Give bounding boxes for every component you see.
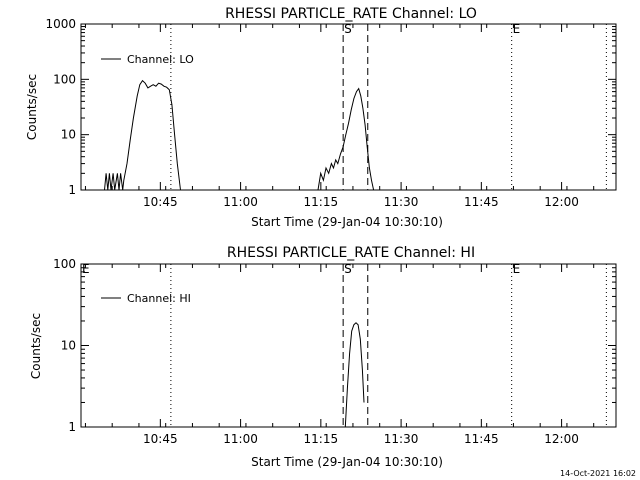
- lo-x-tick-label: 11:45: [464, 195, 499, 209]
- lo-marker-label: E: [513, 22, 521, 36]
- hi-x-tick-label: 11:45: [464, 432, 499, 446]
- hi-plot-frame: [80, 263, 617, 428]
- lo-x-tick-label: 12:00: [544, 195, 579, 209]
- hi-legend-label: Channel: HI: [127, 292, 191, 305]
- timestamp-stamp: 14-Oct-2021 16:02: [560, 469, 636, 478]
- hi-series-line: [344, 322, 365, 428]
- hi-y-tick-label: 10: [61, 339, 76, 353]
- lo-marker-label: S: [344, 22, 352, 36]
- lo-series-line: [317, 87, 375, 191]
- lo-y-axis-label: Counts/sec: [25, 74, 39, 140]
- hi-x-tick-label: 11:30: [384, 432, 419, 446]
- lo-x-tick-label: 11:00: [223, 195, 258, 209]
- lo-x-axis-label: Start Time (29-Jan-04 10:30:10): [251, 215, 443, 229]
- lo-channel-panel: RHESSI PARTICLE_RATE Channel: LO 1101001…: [25, 6, 617, 229]
- lo-y-tick-label: 1000: [45, 17, 76, 31]
- lo-plot-frame: [80, 23, 617, 191]
- lo-chart-title: RHESSI PARTICLE_RATE Channel: LO: [225, 6, 477, 22]
- hi-channel-panel: RHESSI PARTICLE_RATE Channel: HI 1101001…: [29, 245, 617, 469]
- hi-x-tick-label: 10:45: [143, 432, 178, 446]
- hi-y-tick-label: 1: [68, 420, 76, 434]
- hi-marker-label: S: [344, 262, 352, 276]
- hi-x-tick-label: 11:15: [304, 432, 339, 446]
- lo-legend-label: Channel: LO: [127, 53, 194, 66]
- hi-x-tick-label: 12:00: [544, 432, 579, 446]
- hi-y-tick-label: 100: [53, 257, 76, 271]
- lo-y-tick-label: 10: [61, 128, 76, 142]
- hi-plot-content: 1 10 100 10:45 11:00 11:15 11:30 11:45 12:00 E S E: [53, 257, 616, 446]
- lo-x-tick-label: 10:45: [143, 195, 178, 209]
- hi-marker-label: E: [513, 262, 521, 276]
- lo-y-tick-label: 1: [68, 183, 76, 197]
- lo-y-tick-label: 100: [53, 72, 76, 86]
- hi-x-axis-label: Start Time (29-Jan-04 10:30:10): [251, 455, 443, 469]
- lo-x-tick-label: 11:30: [384, 195, 419, 209]
- hi-y-axis-label: Counts/sec: [29, 313, 43, 379]
- hi-chart-title: RHESSI PARTICLE_RATE Channel: HI: [227, 245, 475, 261]
- hi-x-tick-label: 11:00: [223, 432, 258, 446]
- hi-marker-label: E: [82, 262, 90, 276]
- lo-series-line: [104, 79, 181, 191]
- lo-plot-content: 1 10 100 1000 10:45 11:00 11:15 11:30 11:45 12:00…: [45, 17, 616, 209]
- lo-x-tick-label: 11:15: [304, 195, 339, 209]
